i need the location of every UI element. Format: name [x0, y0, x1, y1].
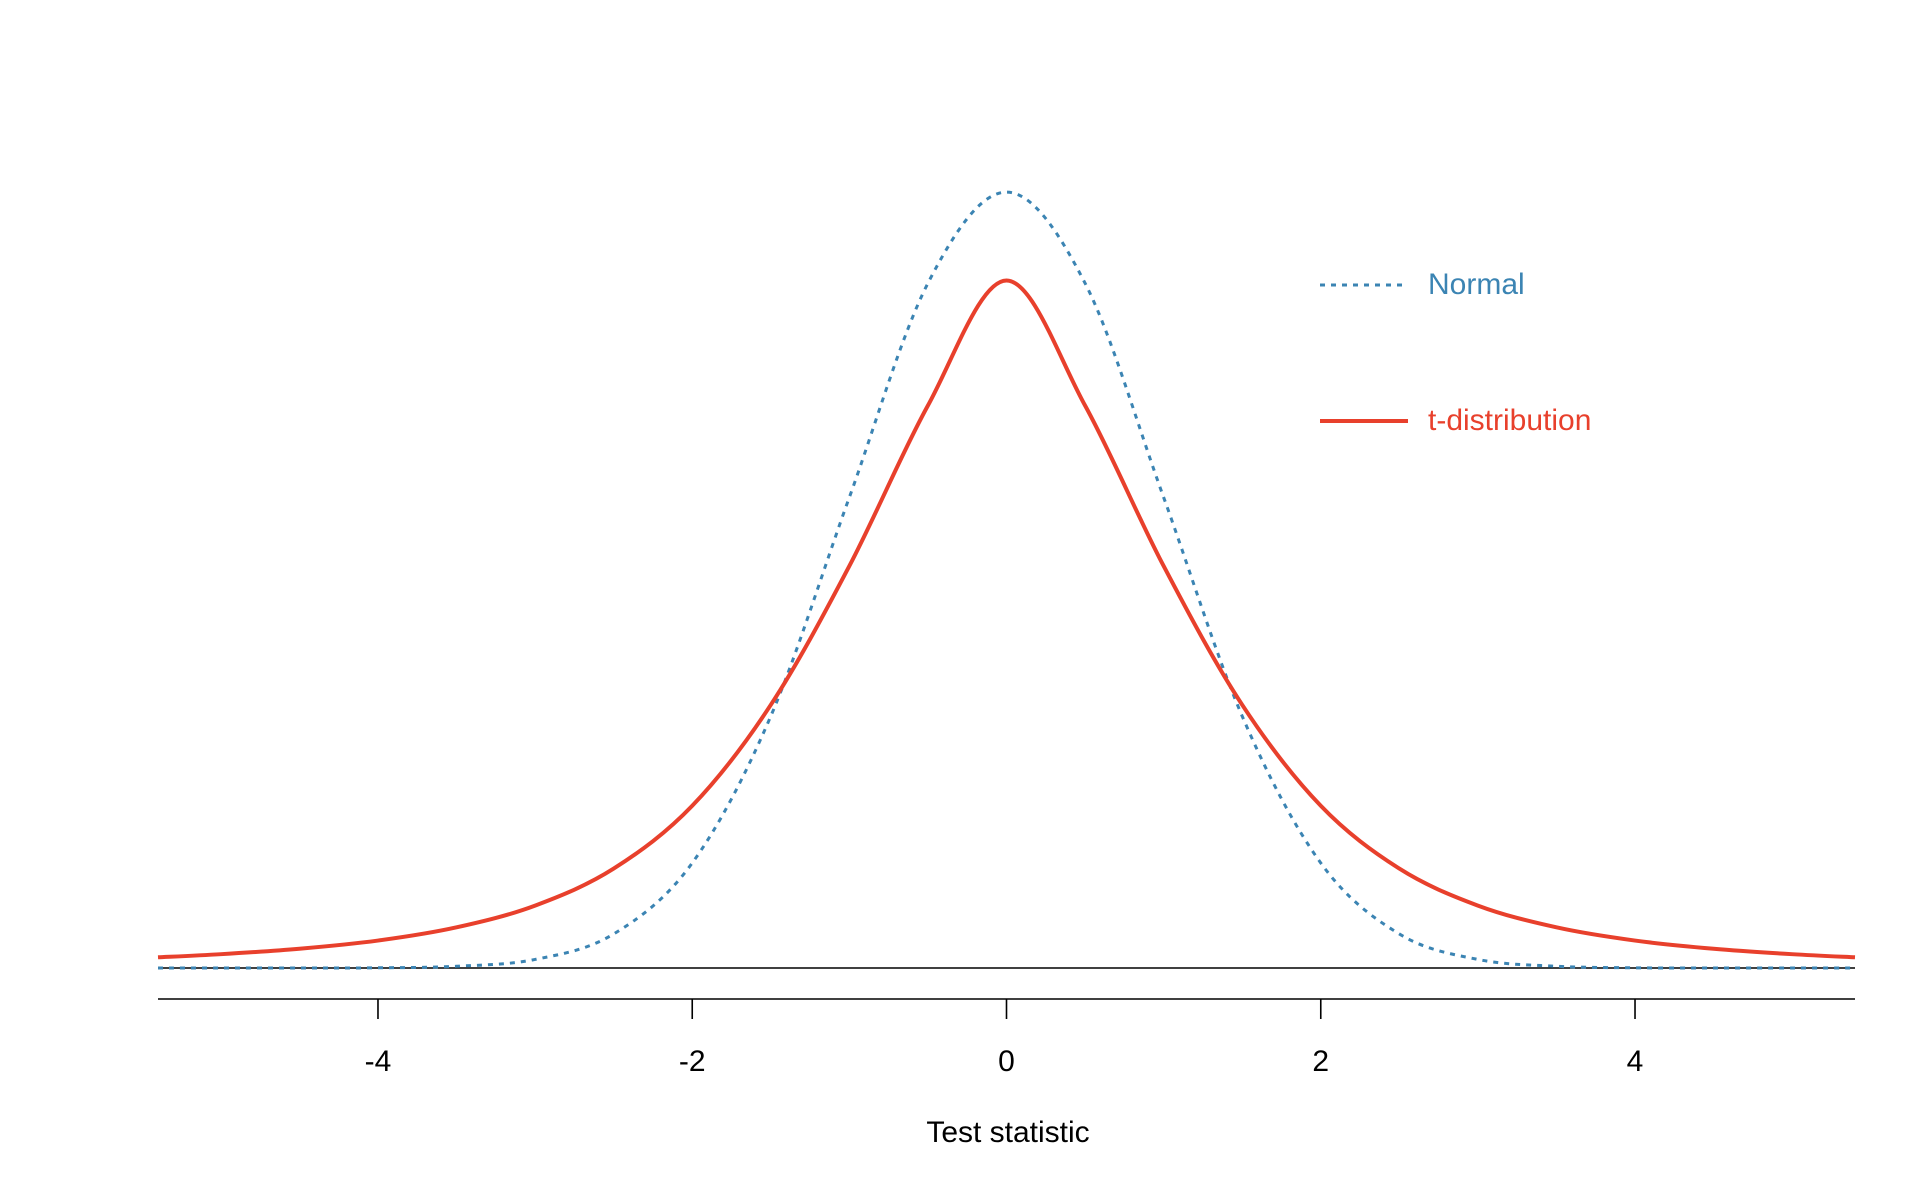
x-tick-label: -2: [679, 1045, 706, 1078]
x-axis-title: Test statistic: [926, 1116, 1089, 1149]
legend-label-t-distribution: t-distribution: [1428, 404, 1591, 437]
x-tick-label: 2: [1312, 1045, 1329, 1078]
series-line-t-distribution: [157, 278, 1856, 960]
series-group: [157, 190, 1856, 970]
x-tick-label: -4: [365, 1045, 392, 1078]
x-tick-label: 4: [1627, 1045, 1644, 1078]
legend-label-normal: Normal: [1428, 268, 1525, 301]
series-line-normal: [157, 190, 1855, 970]
legend: Normal t-distribution: [1320, 268, 1591, 437]
x-tick-label: 0: [998, 1045, 1015, 1078]
x-ticks: -4 -2 0 2 4: [365, 999, 1644, 1078]
x-axis: -4 -2 0 2 4: [158, 998, 1855, 1078]
